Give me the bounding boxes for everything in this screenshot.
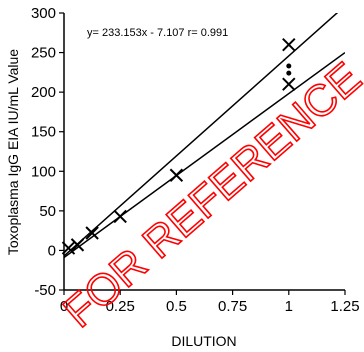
y-tick-label: 300 [31,5,56,22]
y-tick-label: 200 [31,84,56,101]
y-axis-title: Toxoplasma IgG EIA IU/mL Value [5,49,21,255]
data-point [286,63,292,69]
data-point [282,77,296,91]
y-tick-label: 100 [31,163,56,180]
y-tick-label: 150 [31,124,56,141]
data-point [286,70,292,76]
y-tick-label: 0 [48,242,56,259]
x-tick-label: 0.75 [218,298,247,315]
y-tick-label: -50 [34,282,56,299]
regression-line-2 [64,51,345,259]
data-point [70,238,85,252]
regression-line-1 [64,13,339,257]
x-axis-title: DILUTION [171,333,236,349]
data-points [61,37,296,255]
data-point [113,209,127,224]
data-point [85,226,99,240]
regression-lines [64,13,345,259]
watermark-text: FOR REFERENCE [54,53,364,337]
data-point [282,37,296,52]
y-tick-label: 50 [39,203,56,220]
x-tick-label: 0 [60,298,68,315]
x-tick-label: 1 [285,298,293,315]
regression-annotation: y= 233.153x - 7.107 r= 0.991 [87,27,228,39]
x-tick-label: 1.25 [330,298,359,315]
x-tick-label: 0.25 [106,298,135,315]
y-tick-label: 250 [31,45,56,62]
x-tick-label: 0.5 [166,298,187,315]
data-point [169,168,184,182]
